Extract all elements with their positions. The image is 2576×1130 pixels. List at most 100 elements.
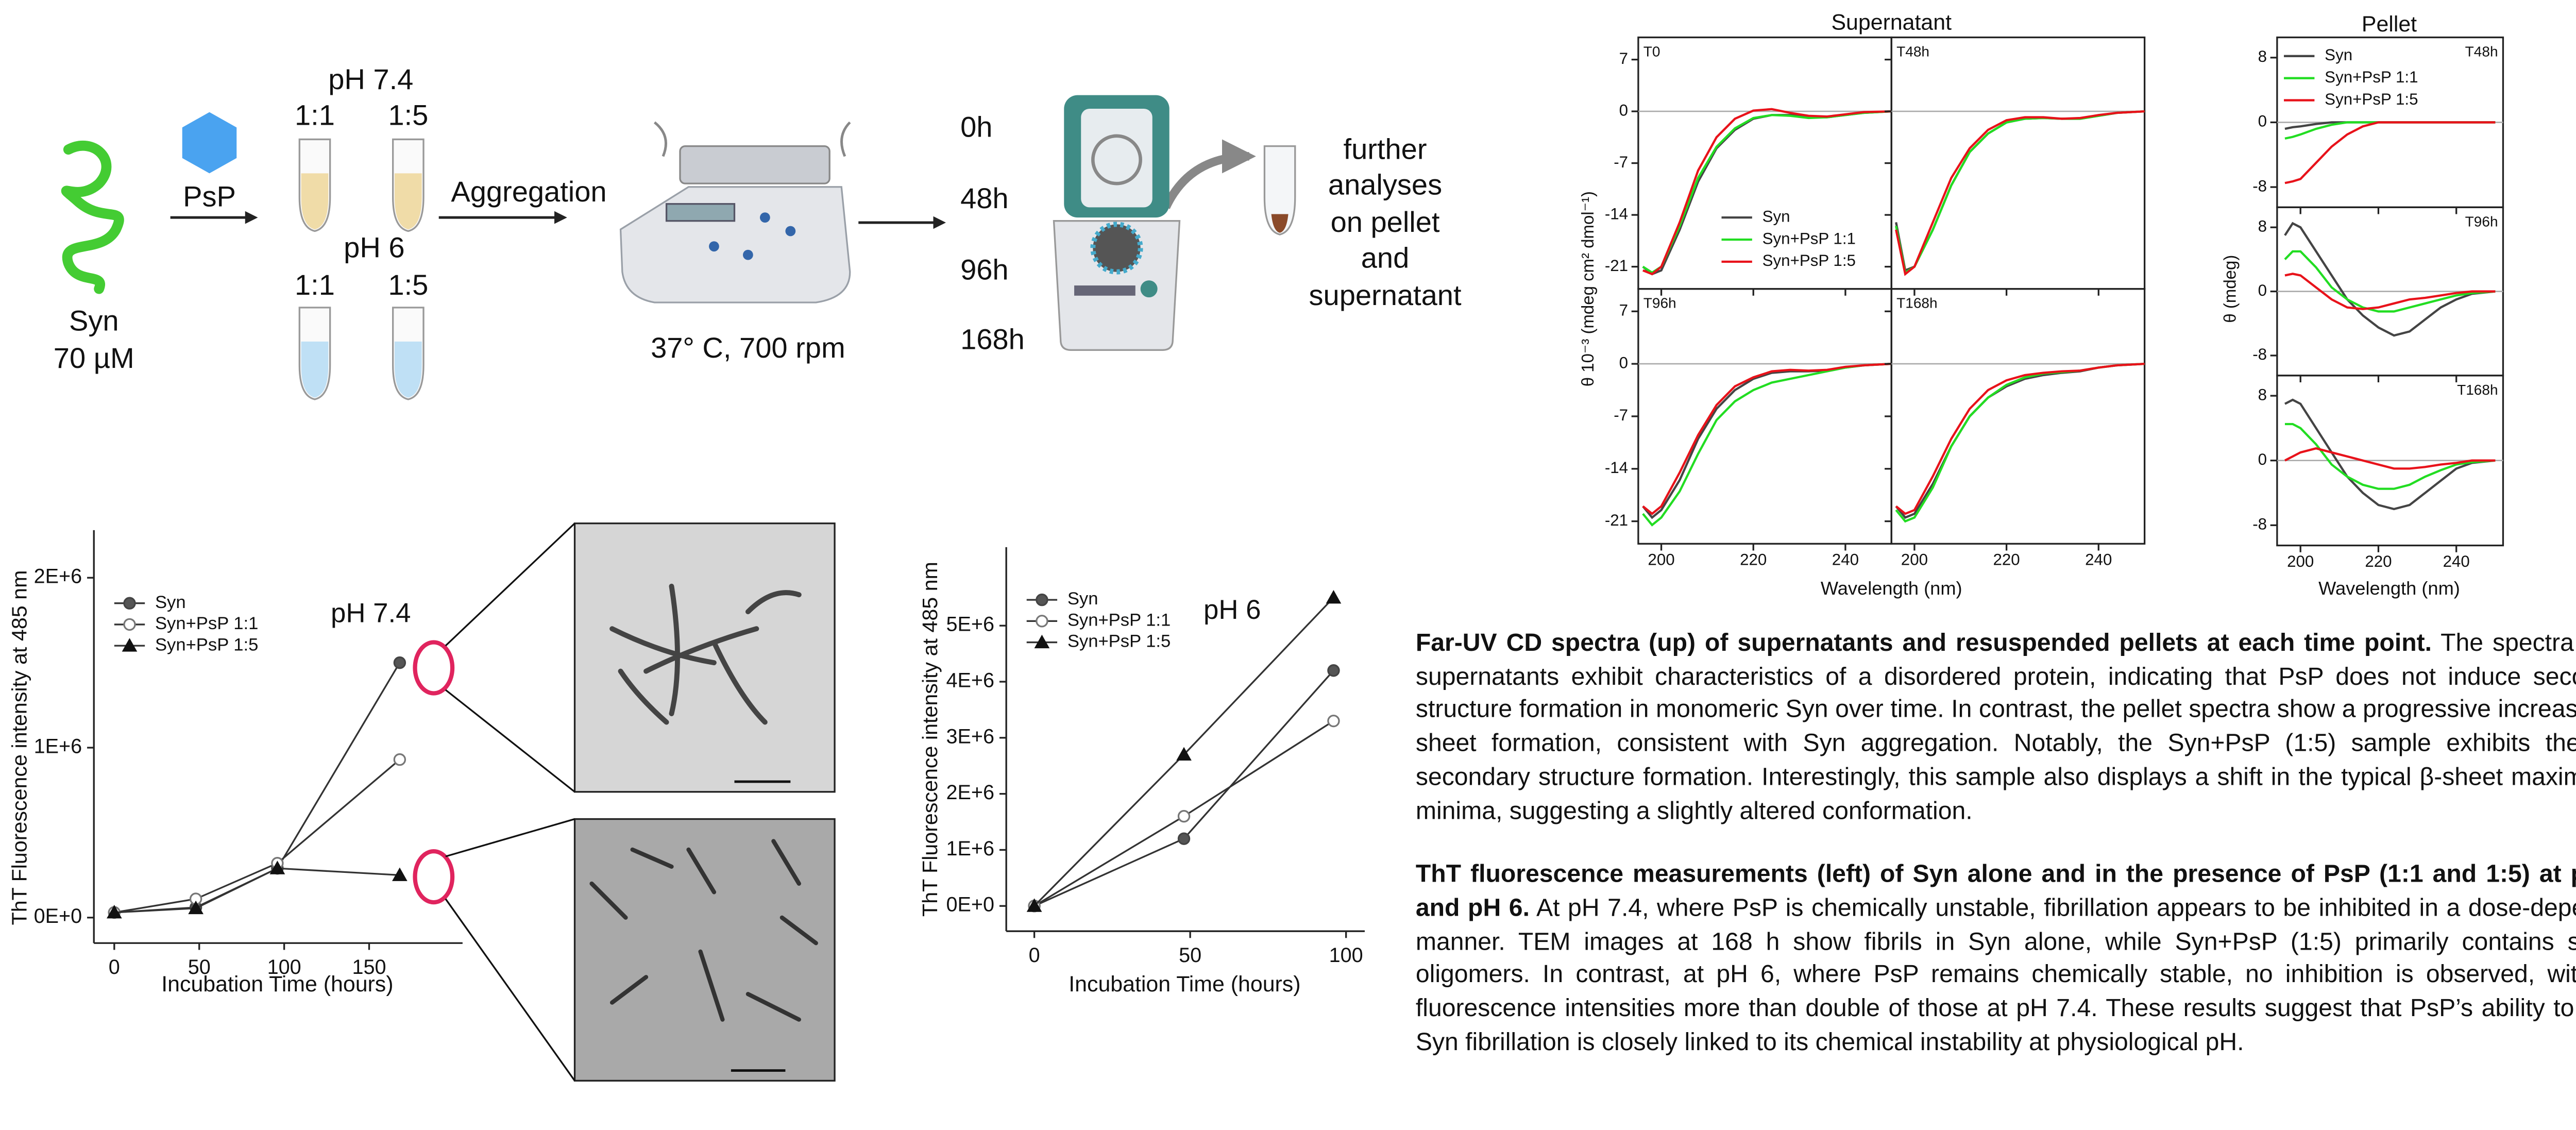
legend-label: Syn+PsP 1:1: [1762, 229, 1856, 247]
y-tick-label: -21: [1605, 511, 1628, 529]
x-axis-label: Wavelength (nm): [1821, 578, 1962, 599]
x-tick-label: 100: [267, 956, 301, 979]
y-tick-label: -7: [1614, 153, 1628, 171]
y-tick-label: 1E+6: [34, 735, 82, 757]
legend-marker: [122, 638, 138, 652]
tem-images: [413, 522, 836, 1082]
label: PsP: [183, 180, 236, 213]
legend-label: Syn: [1067, 589, 1098, 609]
label: 37° C, 700 rpm: [651, 331, 845, 364]
y-axis-label: θ 10⁻³ (mdeg cm² dmol⁻¹): [1578, 191, 1597, 386]
chart: 0 50 100 150 0E+0 1E+6 2E+6 Syn Syn+PsP 1:1 Syn+P…: [7, 530, 463, 997]
panel-label: T48h: [1896, 44, 1929, 60]
x-tick-label: 200: [2287, 552, 2314, 570]
x-tick-label: 0: [109, 956, 120, 979]
legend-label: Syn: [155, 593, 186, 612]
highlight-circle: [413, 640, 455, 696]
panel-label: T168h: [1896, 295, 1937, 311]
series-line: [1895, 110, 2145, 275]
arrow: [1162, 139, 1256, 209]
series-line: [2284, 121, 2496, 184]
chart: 200 220 240 7 0 -7 -14 -21 T96h: [1605, 288, 1892, 569]
series-line: [1895, 362, 2145, 515]
annotation: pH 6: [1204, 595, 1261, 625]
x-axis-label: Wavelength (nm): [2318, 578, 2460, 599]
y-tick-label: 0: [1619, 101, 1628, 119]
sample-liquid: [394, 341, 422, 398]
y-tick-label: 0: [2258, 281, 2267, 299]
chart: 200 220 240 8 0 -8 T168h: [2252, 375, 2504, 570]
series-line: [114, 758, 400, 914]
x-tick-label: 240: [2085, 551, 2112, 569]
x-tick-label: 0: [1029, 944, 1040, 967]
caption: Far-UV CD spectra (up) of supernatants a…: [1416, 629, 2576, 830]
y-tick-label: -14: [1605, 205, 1628, 223]
thermomixer: [619, 121, 851, 303]
oligomer: [589, 839, 818, 1022]
x-tick-label: 240: [2443, 552, 2470, 570]
series-line: [1642, 362, 1892, 515]
y-tick-label: 0: [2258, 112, 2267, 130]
chart: 7 0 -7 -14 -21 Syn Syn+PsP 1:1 Syn+PsP 1:5 T0: [1605, 36, 1892, 296]
x-tick-label: 50: [188, 956, 211, 979]
series-line: [1895, 110, 2145, 272]
captions: Far-UV CD spectra (up) of supernatants a…: [1416, 629, 2576, 1061]
data-point: [393, 753, 406, 766]
y-tick-label: 3E+6: [946, 725, 995, 748]
plot-frame: [1890, 288, 2146, 545]
label: Aggregation: [451, 175, 606, 208]
data-point: [106, 905, 122, 919]
series-line: [1642, 362, 1892, 519]
caption-lead: ThT fluorescence measurements (left) of …: [1415, 862, 2576, 923]
label: further: [1344, 132, 1427, 165]
data-point: [1327, 664, 1340, 677]
data-point: [1177, 809, 1191, 823]
annotation: pH 7.4: [331, 598, 411, 629]
schematic: Syn 70 µM PsP pH 7.4 1:1 1:5 pH 6 1:1 1:…: [54, 63, 1462, 374]
data-point: [1326, 589, 1342, 604]
legend-label: Syn: [2325, 46, 2352, 64]
series-line: [114, 867, 400, 914]
x-tick-label: 200: [1648, 551, 1674, 569]
chart: 0 50 1000E+01E+62E+63E+64E+65E+6SynSyn+PsP…: [918, 547, 1365, 997]
group-title: Pellet: [2362, 12, 2417, 37]
panel-label: T96h: [2465, 213, 2498, 229]
legend-label: Syn+PsP 1:5: [2325, 90, 2418, 108]
fibril: [609, 583, 802, 725]
caption: ThT fluorescence measurements (left) of …: [1416, 860, 2576, 1061]
series-line: [1642, 110, 1892, 274]
series-line: [2284, 447, 2496, 470]
legend-label: Syn: [1762, 207, 1790, 225]
series-line: [2284, 423, 2496, 490]
data-point: [269, 861, 285, 874]
legend-label: Syn+PsP 1:5: [1762, 251, 1856, 269]
x-tick-label: 50: [1179, 944, 1201, 967]
plot-frame: [1637, 288, 1892, 545]
x-tick-label: 220: [1993, 551, 2020, 569]
y-axis-label: θ (mdeg): [2221, 255, 2240, 323]
y-tick-label: 4E+6: [946, 669, 995, 692]
label: 96h: [960, 253, 1009, 285]
y-tick-label: -21: [1605, 257, 1628, 275]
data-point: [1327, 714, 1340, 728]
x-axis-label: Incubation Time (hours): [1069, 972, 1300, 997]
y-tick-label: 8: [2258, 47, 2267, 65]
y-tick-label: 5E+6: [946, 613, 995, 636]
series-line: [114, 662, 401, 914]
group-title: Supernatant: [1831, 10, 1952, 35]
sample-liquid: [394, 173, 422, 230]
legend-label: Syn+PsP 1:1: [155, 614, 258, 633]
caption-box: Far-UV CD spectra (up) of supernatants a…: [1416, 629, 2576, 1061]
y-axis-label: ThT Fluorescence intensity at 485 nm: [7, 570, 31, 925]
y-tick-label: -8: [2252, 515, 2267, 533]
data-point: [1177, 832, 1191, 845]
series-line: [1642, 362, 1892, 527]
y-tick-label: 7: [1619, 301, 1628, 319]
data-point: [188, 900, 204, 915]
y-tick-label: 0: [2258, 450, 2267, 468]
x-tick-label: 220: [1740, 551, 1767, 569]
tem-image: [573, 818, 836, 1082]
data-point: [392, 867, 408, 881]
